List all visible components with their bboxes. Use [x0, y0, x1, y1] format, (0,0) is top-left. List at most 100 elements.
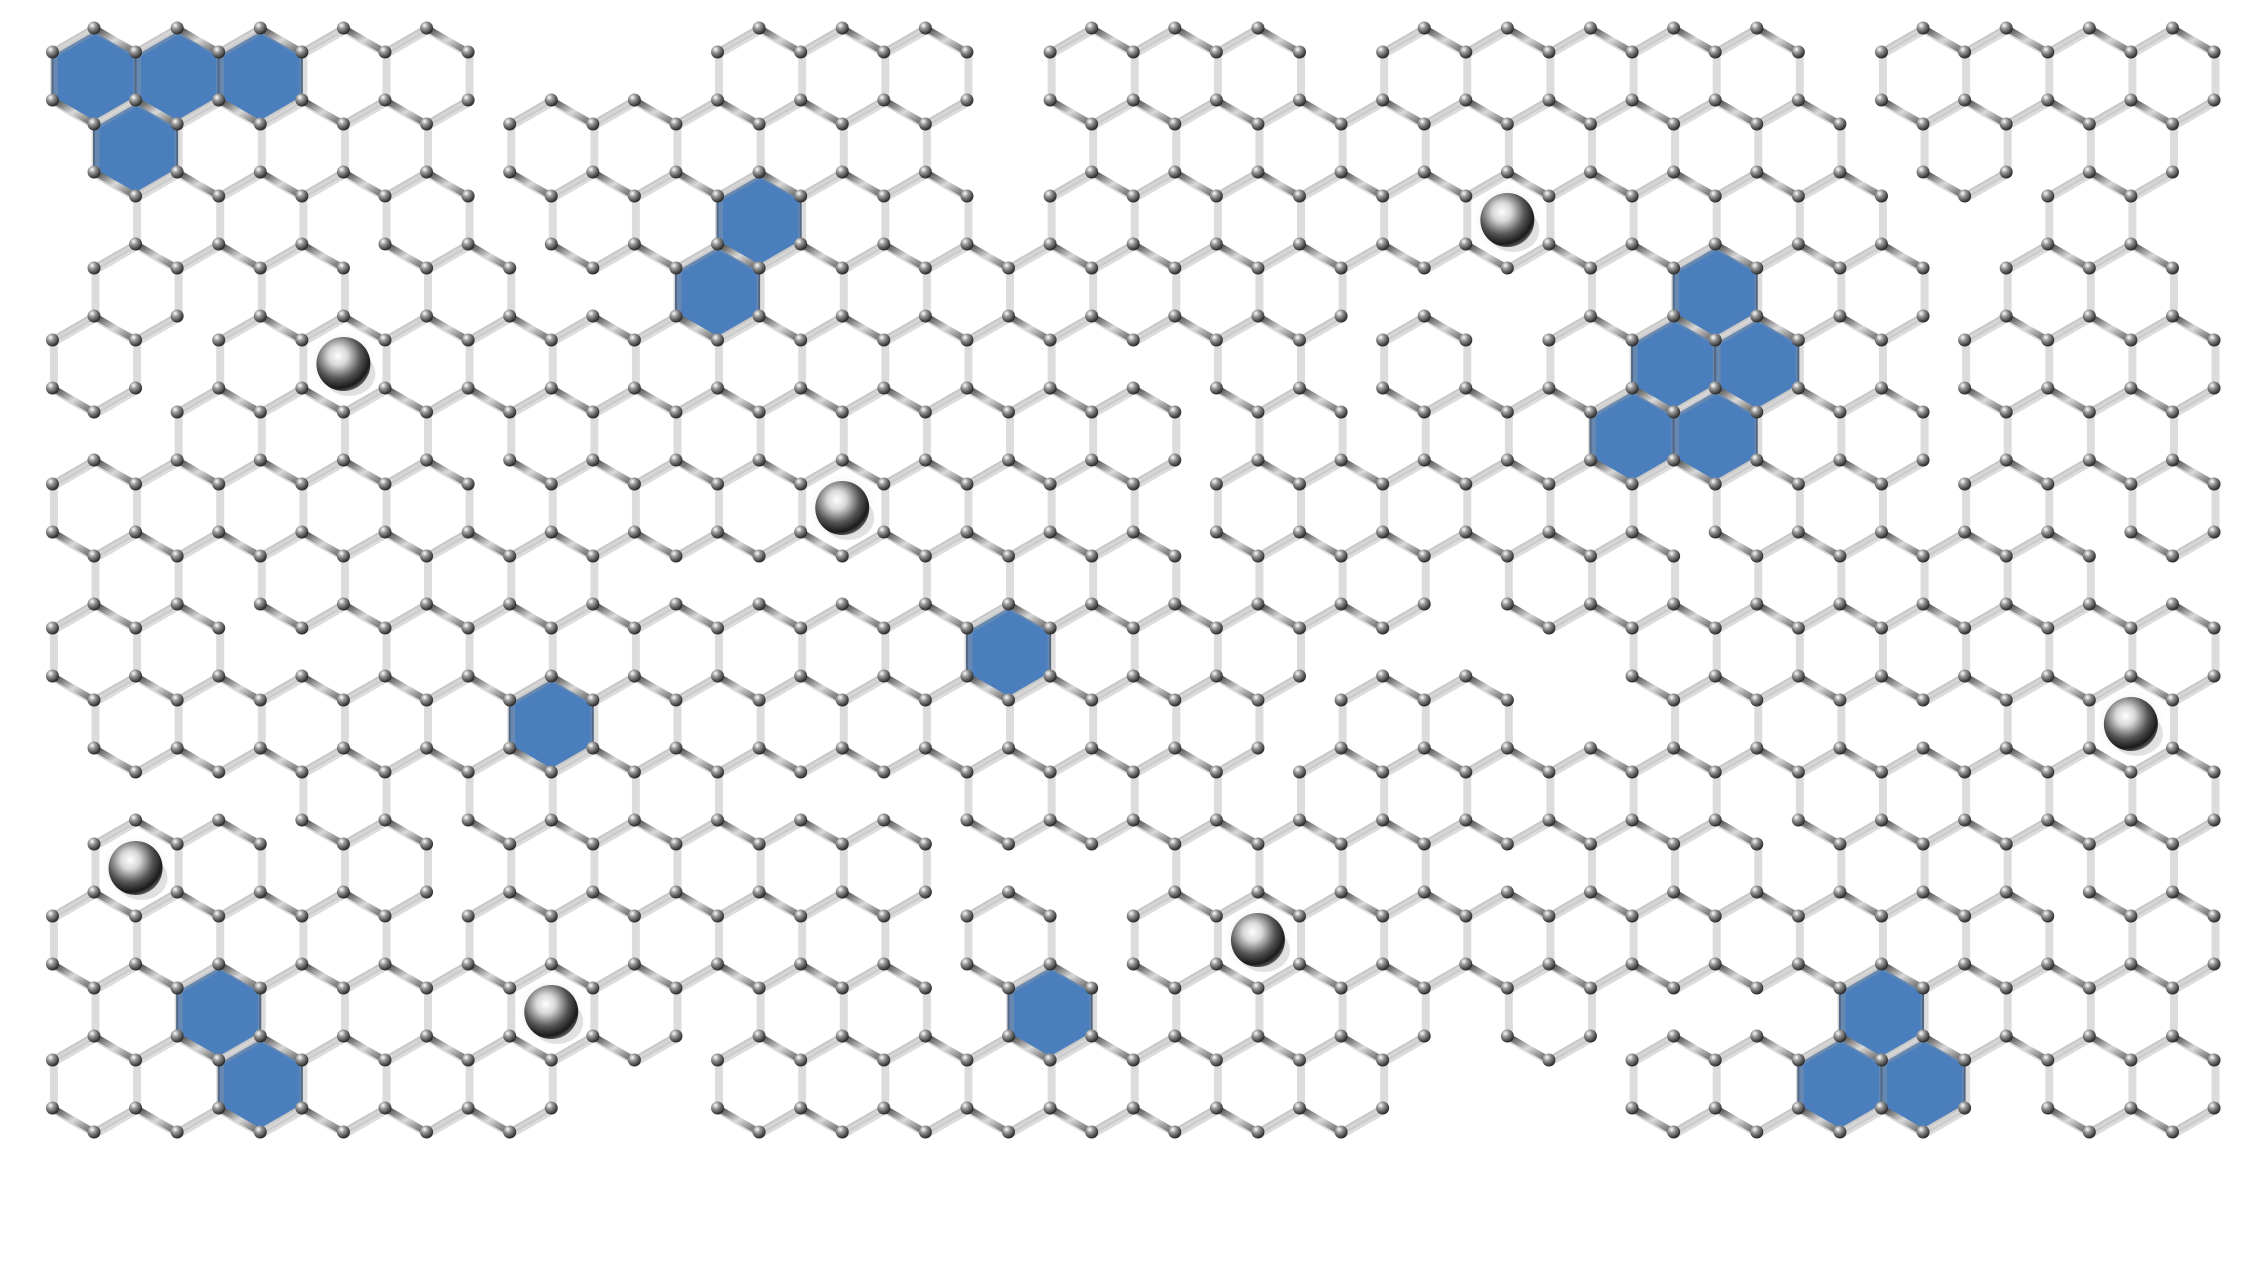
carbon-atom	[586, 741, 600, 755]
carbon-atom	[295, 765, 309, 779]
bond	[922, 456, 971, 488]
carbon-atom	[1417, 597, 1431, 611]
carbon-atom	[1874, 477, 1888, 491]
bond	[631, 960, 680, 992]
carbon-atom	[794, 525, 808, 539]
bond	[464, 240, 513, 272]
carbon-atom	[295, 909, 309, 923]
bond	[2127, 456, 2176, 488]
bond	[2086, 456, 2135, 488]
bond	[173, 528, 222, 560]
carbon-atom	[295, 1101, 309, 1115]
bond	[1711, 1104, 1761, 1136]
carbon-atom	[420, 309, 434, 323]
carbon-atom	[960, 813, 974, 827]
carbon-atom	[253, 405, 267, 419]
carbon-atom	[1209, 237, 1223, 251]
carbon-atom	[1459, 45, 1473, 59]
carbon-atom	[627, 765, 641, 779]
carbon-atom	[212, 813, 226, 827]
carbon-atom	[1417, 885, 1431, 899]
bond	[2044, 96, 2093, 128]
carbon-atom	[1293, 237, 1307, 251]
carbon-atom	[627, 381, 641, 395]
bond	[1296, 456, 1345, 488]
carbon-atom	[1293, 333, 1307, 347]
bond	[215, 1032, 264, 1064]
bond	[1171, 744, 1220, 776]
carbon-atom	[1999, 405, 2013, 419]
carbon-atom	[1168, 261, 1182, 275]
carbon-atom	[1542, 477, 1556, 491]
bond	[2002, 744, 2052, 776]
carbon-atom	[170, 309, 184, 323]
bond	[257, 168, 306, 200]
carbon-atom	[794, 45, 808, 59]
carbon-atom	[87, 693, 101, 707]
carbon-atom	[1625, 957, 1639, 971]
carbon-atom	[1916, 117, 1930, 131]
bond	[672, 744, 721, 776]
carbon-atom	[877, 813, 891, 827]
bond	[963, 600, 1012, 632]
bond	[49, 96, 98, 128]
carbon-atom	[1251, 1029, 1265, 1043]
bond	[589, 240, 638, 272]
carbon-atom	[1168, 165, 1182, 179]
bond	[173, 168, 222, 200]
carbon-atom	[87, 165, 101, 179]
carbon-atom	[45, 45, 59, 59]
carbon-atom	[2124, 957, 2138, 971]
carbon-atom	[2082, 1125, 2096, 1139]
carbon-atom	[544, 957, 558, 971]
bond	[257, 24, 306, 56]
carbon-atom	[1708, 621, 1722, 635]
carbon-atom	[1708, 957, 1722, 971]
bond	[1587, 744, 1636, 776]
bond	[1088, 384, 1137, 416]
carbon-atom	[877, 189, 891, 203]
carbon-atoms	[45, 21, 2221, 1139]
carbon-atom	[1043, 1101, 1057, 1115]
carbon-atom	[87, 597, 101, 611]
carbon-atom	[129, 669, 143, 683]
bond	[1379, 312, 1428, 344]
bond	[215, 528, 264, 560]
bond	[2086, 168, 2135, 200]
carbon-atom	[1958, 1101, 1972, 1115]
carbon-atom	[129, 1053, 143, 1067]
carbon-atom	[2165, 885, 2179, 899]
carbon-atom	[835, 741, 849, 755]
bond	[132, 312, 181, 344]
carbon-atom	[503, 981, 517, 995]
carbon-atom	[1459, 813, 1473, 827]
carbon-atom	[2082, 165, 2096, 179]
carbon-atom	[1916, 693, 1930, 707]
carbon-atom	[960, 237, 974, 251]
carbon-atom	[461, 237, 475, 251]
bond	[1379, 1032, 1428, 1064]
bond	[2127, 600, 2176, 632]
bond	[1129, 456, 1179, 488]
carbon-atom	[752, 261, 766, 275]
carbon-atom	[2124, 189, 2138, 203]
bond	[1171, 168, 1220, 200]
carbon-atom	[503, 693, 517, 707]
bond	[963, 816, 1012, 848]
bond	[1379, 888, 1428, 920]
bond	[755, 96, 804, 128]
bond	[1587, 456, 1636, 488]
carbon-atom	[627, 477, 641, 491]
carbon-atom	[1874, 1101, 1888, 1115]
bond	[1587, 312, 1636, 344]
carbon-atom	[2165, 597, 2179, 611]
bond	[464, 888, 513, 920]
bond	[506, 312, 555, 344]
bond	[631, 456, 680, 488]
carbon-atom	[129, 957, 143, 971]
bond	[1171, 1104, 1220, 1136]
bond	[1919, 1104, 1968, 1136]
carbon-atom	[2082, 837, 2096, 851]
bond	[714, 96, 763, 128]
bond	[2127, 240, 2176, 272]
